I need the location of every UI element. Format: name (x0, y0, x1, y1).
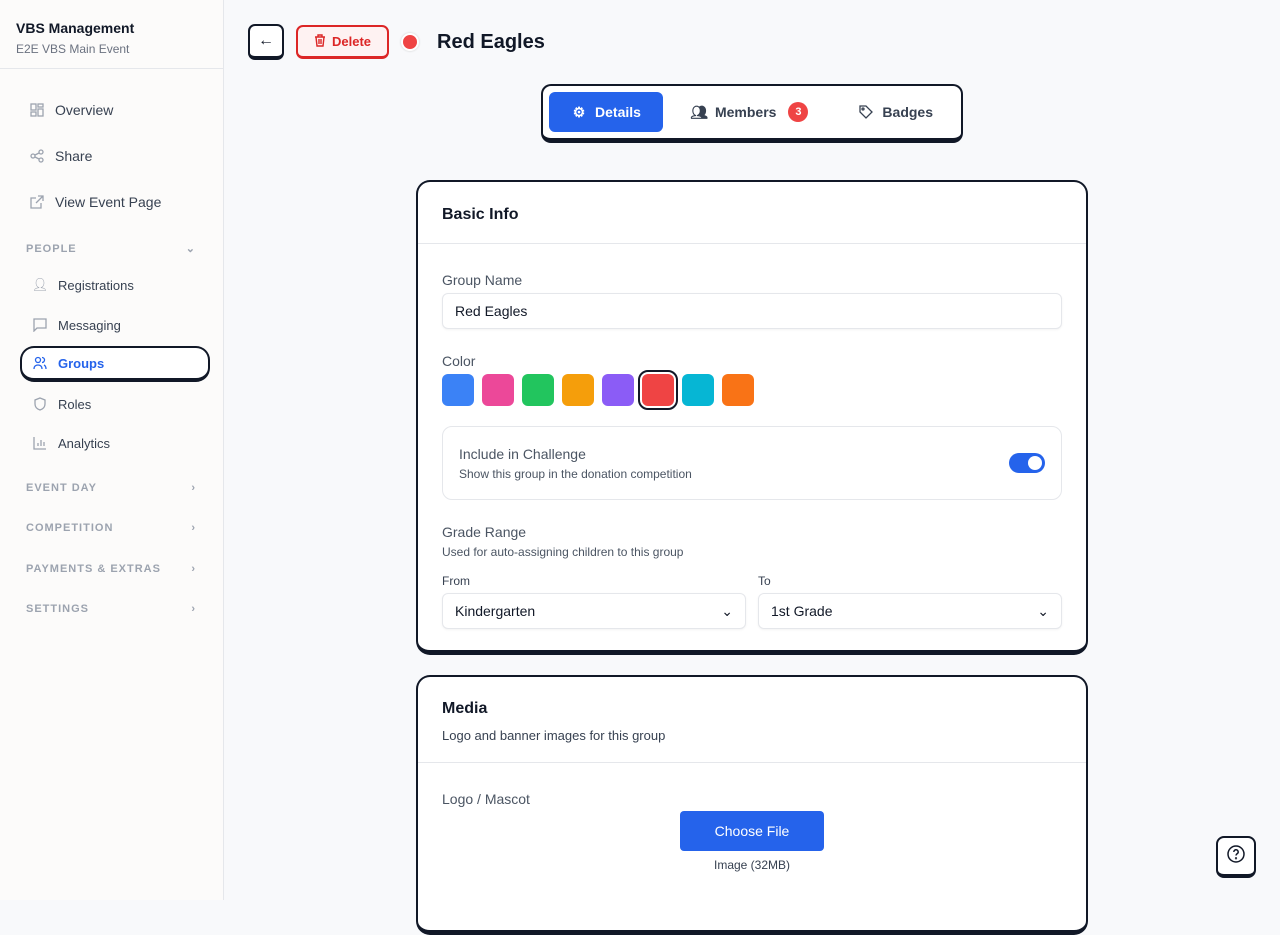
choose-file-button[interactable]: Choose File (680, 811, 824, 851)
from-value: Kindergarten (455, 603, 536, 619)
bar-chart-icon (32, 435, 48, 451)
trash-icon (314, 33, 326, 50)
media-card: Media Logo and banner images for this gro… (416, 675, 1088, 935)
app-title: VBS Management (16, 20, 135, 36)
color-swatch[interactable] (562, 374, 594, 406)
share-icon (29, 148, 45, 164)
card-desc: Logo and banner images for this group (442, 728, 666, 743)
section-competition[interactable]: COMPETITION › (26, 522, 196, 534)
nav-label: Groups (58, 355, 105, 371)
logo-label: Logo / Mascot (442, 791, 530, 807)
nav-label: Messaging (58, 317, 121, 333)
challenge-title: Include in Challenge (459, 445, 586, 462)
grid-icon (29, 102, 45, 118)
tab-members[interactable]: 👥︎ Members 3 (669, 92, 830, 132)
tab-label: Members (714, 104, 777, 120)
tab-label: Details (595, 104, 641, 120)
to-value: 1st Grade (771, 603, 833, 619)
shield-icon (32, 396, 48, 412)
tab-details[interactable]: ⚙ Details (549, 92, 663, 132)
group-color-dot (401, 33, 420, 51)
color-swatch[interactable] (482, 374, 514, 406)
nav-analytics[interactable]: Analytics (20, 425, 210, 461)
section-label: COMPETITION (26, 522, 114, 534)
chevron-right-icon: › (191, 603, 196, 615)
chevron-right-icon: › (191, 482, 196, 494)
chevron-down-icon: ⌄ (1037, 602, 1049, 619)
nav-roles[interactable]: Roles (20, 386, 210, 422)
section-people[interactable]: PEOPLE ⌄ (26, 242, 196, 256)
section-label: EVENT DAY (26, 482, 97, 494)
section-label: PAYMENTS & EXTRAS (26, 563, 161, 575)
users-icon (32, 355, 48, 371)
nav-label: Analytics (58, 435, 111, 451)
section-label: SETTINGS (26, 603, 90, 615)
to-select[interactable]: 1st Grade ⌄ (758, 593, 1062, 629)
help-icon (1227, 844, 1245, 868)
page-title: Red Eagles (437, 30, 545, 53)
message-icon (32, 317, 48, 333)
arrow-left-icon: ← (258, 32, 274, 49)
event-name: E2E VBS Main Event (16, 42, 130, 56)
group-name-label: Group Name (442, 272, 523, 288)
sidebar: VBS Management E2E VBS Main Event Overvi… (0, 0, 224, 900)
color-swatch[interactable] (522, 374, 554, 406)
tab-bar: ⚙ Details 👥︎ Members 3 Badges (541, 84, 963, 143)
include-challenge-toggle[interactable] (1009, 453, 1045, 473)
tab-label: Badges (882, 104, 933, 120)
card-title: Basic Info (442, 206, 519, 223)
gear-icon: ⚙ (572, 103, 586, 120)
chevron-down-icon: ⌄ (185, 243, 196, 255)
section-payments[interactable]: PAYMENTS & EXTRAS › (26, 563, 196, 575)
tab-badges[interactable]: Badges (836, 92, 955, 132)
from-select[interactable]: Kindergarten ⌄ (442, 593, 746, 629)
nav-label: Registrations (58, 277, 134, 293)
nav-label: Overview (55, 102, 114, 118)
members-count-badge: 3 (788, 102, 809, 122)
color-swatch[interactable] (638, 370, 678, 410)
tag-icon (858, 104, 874, 120)
color-swatch[interactable] (682, 374, 714, 406)
grade-range-title: Grade Range (442, 524, 527, 540)
to-label: To (758, 574, 771, 588)
nav-overview[interactable]: Overview (20, 92, 210, 128)
nav-share[interactable]: Share (20, 138, 210, 174)
delete-button[interactable]: Delete (296, 25, 390, 59)
brand: VBS Management E2E VBS Main Event (0, 0, 223, 69)
chevron-down-icon: ⌄ (721, 602, 733, 619)
nav-registrations[interactable]: 👤︎ Registrations (20, 267, 210, 303)
nav-messaging[interactable]: Messaging (20, 307, 210, 343)
nav-view-event-page[interactable]: View Event Page (20, 184, 210, 220)
nav-label: Share (55, 148, 93, 164)
color-swatch[interactable] (602, 374, 634, 406)
chevron-right-icon: › (191, 522, 196, 534)
color-swatches (442, 370, 1062, 410)
color-label: Color (442, 353, 476, 369)
basic-info-card: Basic Info Group Name Red Eagles Color I… (416, 180, 1088, 655)
help-button[interactable] (1216, 836, 1256, 878)
group-name-input[interactable]: Red Eagles (442, 293, 1062, 329)
from-label: From (442, 574, 470, 588)
nav-groups[interactable]: Groups (20, 346, 210, 382)
section-label: PEOPLE (26, 242, 77, 255)
user-check-icon: 👤︎ (31, 277, 49, 292)
external-link-icon (29, 194, 45, 210)
nav-label: View Event Page (55, 194, 162, 210)
section-settings[interactable]: SETTINGS › (26, 603, 196, 615)
color-swatch[interactable] (442, 374, 474, 406)
back-button[interactable]: ← (248, 24, 284, 60)
color-swatch[interactable] (722, 374, 754, 406)
users-icon: 👥︎ (690, 103, 708, 120)
section-event-day[interactable]: EVENT DAY › (26, 482, 196, 494)
nav-label: Roles (58, 396, 92, 412)
file-hint: Image (32MB) (713, 858, 791, 872)
challenge-desc: Show this group in the donation competit… (459, 466, 692, 481)
card-title: Media (442, 700, 488, 717)
chevron-right-icon: › (191, 563, 196, 575)
grade-range-desc: Used for auto-assigning children to this… (442, 545, 684, 559)
delete-label: Delete (332, 34, 372, 49)
